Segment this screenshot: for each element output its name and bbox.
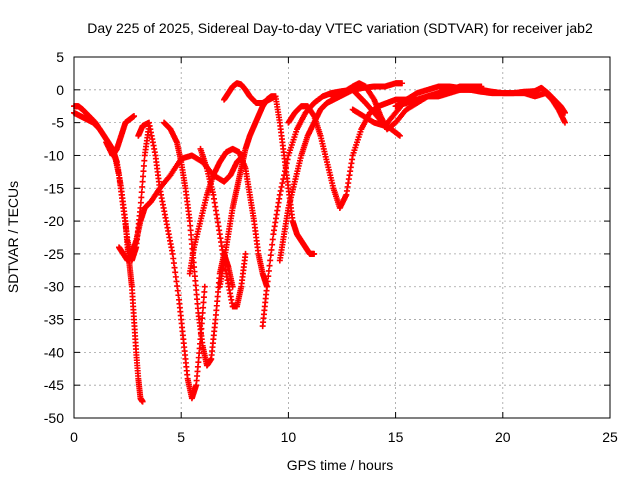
series-arc-6 <box>161 119 236 369</box>
y-tick-label: -20 <box>44 213 64 229</box>
y-tick-label: 5 <box>56 49 64 65</box>
data-point <box>281 172 288 179</box>
data-point <box>278 183 285 190</box>
data-point <box>272 93 279 100</box>
data-point <box>200 304 207 311</box>
x-tick-label: 10 <box>281 429 297 445</box>
y-tick-label: -50 <box>44 410 64 426</box>
data-point <box>267 252 274 259</box>
data-point <box>141 157 148 164</box>
data-point <box>561 109 568 116</box>
data-point <box>139 398 146 405</box>
y-axis-label: SDTVAR / TECUs <box>5 181 21 293</box>
y-tick-label: -30 <box>44 279 64 295</box>
y-tick-label: -15 <box>44 180 64 196</box>
data-point <box>396 132 403 139</box>
data-point <box>279 180 286 187</box>
data-point <box>282 164 289 171</box>
data-point <box>242 250 249 257</box>
data-point <box>201 288 208 295</box>
series-arc-10 <box>216 93 279 290</box>
data-point <box>139 178 146 185</box>
data-point <box>200 299 207 306</box>
data-point <box>264 278 271 285</box>
data-point <box>265 273 272 280</box>
data-point <box>263 283 270 290</box>
data-point <box>399 80 406 87</box>
data-point <box>139 183 146 190</box>
data-point <box>276 191 283 198</box>
y-tick-label: -35 <box>44 312 64 328</box>
y-tick-label: -10 <box>44 147 64 163</box>
data-point <box>140 162 147 169</box>
data-point <box>280 176 287 183</box>
data-point <box>131 113 138 120</box>
data-point <box>138 194 145 201</box>
x-tick-label: 5 <box>177 429 185 445</box>
x-tick-label: 20 <box>495 429 511 445</box>
x-axis-ticks: 0 5 10 15 20 25 <box>70 57 618 445</box>
y-axis-ticks: 5 0 -5 -10 -15 -20 -25 -30 -35 -40 -45 -50 <box>44 49 610 426</box>
data-point <box>140 173 147 180</box>
data-point <box>277 187 284 194</box>
y-tick-label: -25 <box>44 246 64 262</box>
data-point <box>267 257 274 264</box>
x-tick-label: 0 <box>70 429 78 445</box>
x-tick-label: 25 <box>602 429 618 445</box>
y-tick-label: -45 <box>44 377 64 393</box>
data-point <box>269 236 276 243</box>
data-point <box>281 168 288 175</box>
data-point <box>268 246 275 253</box>
data-point <box>311 250 318 257</box>
data-point <box>138 189 145 196</box>
data-point <box>284 156 291 163</box>
data-markers <box>71 80 568 405</box>
x-tick-label: 15 <box>388 429 404 445</box>
grid-lines <box>74 57 610 418</box>
data-point <box>283 160 290 167</box>
data-point <box>199 315 206 322</box>
data-point <box>266 262 273 269</box>
data-point <box>137 199 144 206</box>
series-arc-5 <box>135 119 208 402</box>
series-arc-7 <box>186 145 270 290</box>
y-tick-label: -40 <box>44 344 64 360</box>
data-point <box>561 119 568 126</box>
chart-title: Day 225 of 2025, Sidereal Day-to-day VTE… <box>87 20 593 36</box>
x-axis-label: GPS time / hours <box>287 457 394 473</box>
data-point <box>265 267 272 274</box>
plot-frame <box>73 56 611 419</box>
data-point <box>201 283 208 290</box>
series-arc-3 <box>103 113 138 159</box>
data-point <box>269 241 276 248</box>
data-point <box>140 168 147 175</box>
data-point <box>200 294 207 301</box>
series-arc-8 <box>197 145 249 310</box>
series-arc-16 <box>392 84 568 116</box>
y-tick-label: 0 <box>56 82 64 98</box>
y-tick-label: -5 <box>52 115 65 131</box>
